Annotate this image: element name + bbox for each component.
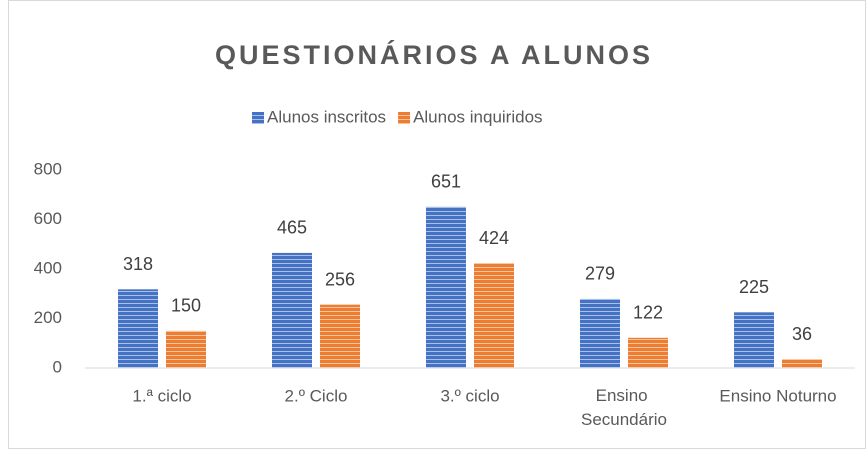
- bar: [426, 206, 466, 368]
- x-tick-label: 3.º ciclo: [440, 386, 499, 405]
- bar: [628, 337, 668, 368]
- data-label: 150: [171, 296, 201, 316]
- bar: [118, 289, 158, 368]
- data-label: 36: [792, 324, 812, 344]
- data-label: 651: [431, 172, 461, 192]
- legend-swatch: [252, 112, 264, 124]
- x-tick-label: 2.º Ciclo: [285, 386, 348, 405]
- data-label: 318: [123, 254, 153, 274]
- x-tick-label: 1.ª ciclo: [132, 386, 191, 405]
- x-tick-label: Ensino Secundário: [581, 386, 667, 429]
- bar: [734, 312, 774, 368]
- data-label: 225: [739, 277, 769, 297]
- bar: [580, 298, 620, 368]
- data-label: 122: [633, 303, 663, 323]
- y-tick-label: 0: [53, 357, 62, 376]
- bar: [782, 359, 822, 368]
- y-tick-label: 200: [34, 308, 62, 327]
- bar: [166, 330, 206, 368]
- legend-label: Alunos inscritos: [267, 107, 386, 126]
- bar: [474, 263, 514, 368]
- legend-swatch: [398, 112, 411, 124]
- bar: [320, 304, 360, 368]
- y-tick-label: 600: [34, 209, 62, 228]
- data-label: 465: [277, 218, 307, 238]
- data-label: 256: [325, 269, 355, 289]
- chart-title: QUESTIONÁRIOS A ALUNOS: [215, 39, 653, 70]
- legend-label: Alunos inquiridos: [413, 107, 542, 126]
- y-tick-label: 400: [34, 258, 62, 277]
- y-tick-label: 800: [34, 159, 62, 178]
- data-label: 424: [479, 228, 509, 248]
- x-tick-label: Ensino Noturno: [719, 386, 836, 405]
- data-label: 279: [585, 264, 615, 284]
- bar: [272, 252, 312, 368]
